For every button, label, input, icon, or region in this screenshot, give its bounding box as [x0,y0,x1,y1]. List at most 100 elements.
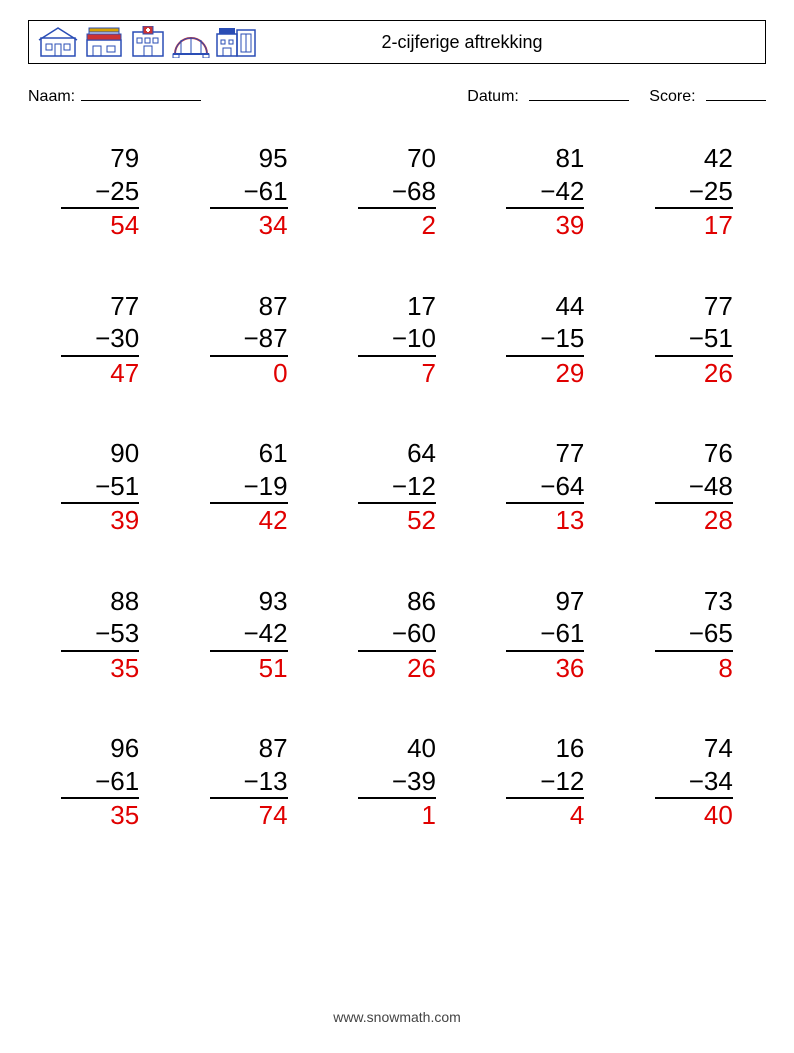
minuend: 87 [210,290,288,323]
answer: 47 [61,357,139,390]
subtraction-problem: 90−5139 [61,437,139,537]
date-blank[interactable] [529,86,629,101]
minuend: 90 [61,437,139,470]
answer: 0 [210,357,288,390]
minuend: 40 [358,732,436,765]
police-icon [215,26,257,58]
minuend: 44 [506,290,584,323]
subtraction-problem: 61−1942 [210,437,288,537]
subtraction-problem: 70−682 [358,142,436,242]
building-icons [37,26,257,58]
subtrahend: −34 [655,765,733,800]
minuend: 97 [506,585,584,618]
score-label: Score: [649,88,695,105]
minuend: 61 [210,437,288,470]
answer: 39 [506,209,584,242]
header-box: 2-cijferige aftrekking [28,20,766,64]
minuend: 16 [506,732,584,765]
subtrahend: −60 [358,617,436,652]
answer: 2 [358,209,436,242]
answer: 17 [655,209,733,242]
house-icon [37,26,79,58]
subtraction-problem: 42−2517 [655,142,733,242]
subtrahend: −61 [210,175,288,210]
subtrahend: −68 [358,175,436,210]
minuend: 95 [210,142,288,175]
subtrahend: −10 [358,322,436,357]
subtrahend: −61 [61,765,139,800]
subtrahend: −53 [61,617,139,652]
subtrahend: −61 [506,617,584,652]
worksheet-page: 2-cijferige aftrekking Naam: Datum: Scor… [0,0,794,1053]
minuend: 74 [655,732,733,765]
subtraction-problem: 95−6134 [210,142,288,242]
minuend: 77 [655,290,733,323]
answer: 26 [358,652,436,685]
subtraction-problem: 97−6136 [506,585,584,685]
answer: 39 [61,504,139,537]
answer: 7 [358,357,436,390]
subtraction-problem: 64−1252 [358,437,436,537]
answer: 51 [210,652,288,685]
answer: 8 [655,652,733,685]
answer: 29 [506,357,584,390]
subtrahend: −19 [210,470,288,505]
answer: 52 [358,504,436,537]
subtraction-problem: 73−658 [655,585,733,685]
subtraction-problem: 93−4251 [210,585,288,685]
subtraction-problem: 77−6413 [506,437,584,537]
answer: 13 [506,504,584,537]
answer: 28 [655,504,733,537]
subtraction-problem: 74−3440 [655,732,733,832]
name-label: Naam: [28,88,75,106]
minuend: 42 [655,142,733,175]
subtraction-problem: 77−3047 [61,290,139,390]
minuend: 87 [210,732,288,765]
answer: 36 [506,652,584,685]
subtraction-problem: 17−107 [358,290,436,390]
date-label: Datum: [467,88,519,105]
minuend: 64 [358,437,436,470]
minuend: 81 [506,142,584,175]
subtraction-problem: 16−124 [506,732,584,832]
subtrahend: −30 [61,322,139,357]
subtrahend: −64 [506,470,584,505]
minuend: 70 [358,142,436,175]
answer: 34 [210,209,288,242]
subtraction-problem: 40−391 [358,732,436,832]
minuend: 86 [358,585,436,618]
answer: 74 [210,799,288,832]
shop-icon [83,26,125,58]
subtraction-problem: 87−1374 [210,732,288,832]
answer: 4 [506,799,584,832]
subtraction-problem: 44−1529 [506,290,584,390]
subtrahend: −42 [506,175,584,210]
answer: 26 [655,357,733,390]
answer: 35 [61,652,139,685]
minuend: 73 [655,585,733,618]
score-blank[interactable] [706,86,766,101]
subtrahend: −15 [506,322,584,357]
problems-grid: 79−255495−613470−68281−423942−251777−304… [28,142,766,832]
minuend: 17 [358,290,436,323]
name-blank[interactable] [81,86,201,101]
minuend: 79 [61,142,139,175]
worksheet-title: 2-cijferige aftrekking [257,32,757,53]
subtraction-problem: 81−4239 [506,142,584,242]
subtraction-problem: 88−5335 [61,585,139,685]
subtrahend: −25 [655,175,733,210]
subtraction-problem: 87−870 [210,290,288,390]
answer: 35 [61,799,139,832]
bridge-icon [171,26,211,58]
hospital-icon [129,26,167,58]
subtrahend: −12 [506,765,584,800]
subtraction-problem: 86−6026 [358,585,436,685]
subtrahend: −25 [61,175,139,210]
answer: 40 [655,799,733,832]
meta-row: Naam: Datum: Score: [28,86,766,106]
subtrahend: −51 [61,470,139,505]
minuend: 77 [61,290,139,323]
minuend: 96 [61,732,139,765]
subtraction-problem: 76−4828 [655,437,733,537]
answer: 42 [210,504,288,537]
